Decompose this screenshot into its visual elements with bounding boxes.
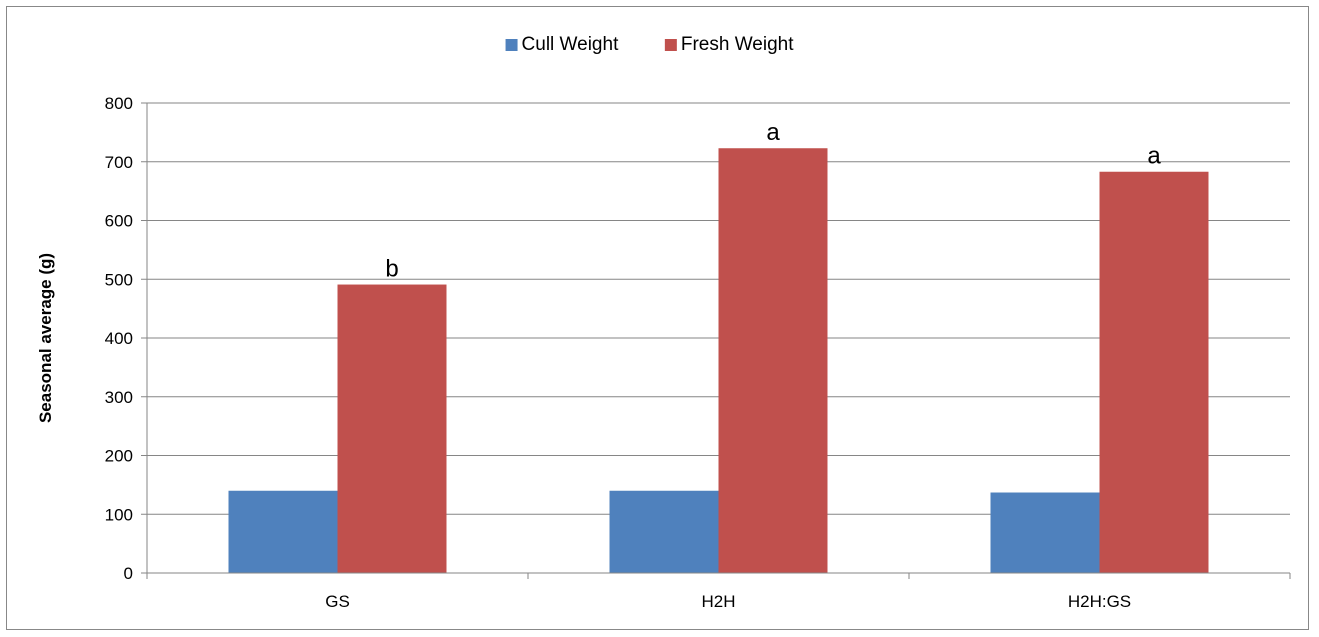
y-tick-label: 200 xyxy=(105,447,133,466)
bar-cull-weight xyxy=(228,490,338,573)
bar-fresh-weight xyxy=(1099,171,1209,574)
bar-fresh-weight xyxy=(718,148,828,574)
legend-label: Fresh Weight xyxy=(681,34,794,55)
y-tick-label: 100 xyxy=(105,505,133,524)
significance-label: a xyxy=(1147,143,1161,170)
data-labels: b a a xyxy=(385,119,1161,282)
significance-label: b xyxy=(385,256,398,283)
bars xyxy=(228,148,1209,574)
axes: 0 100 200 300 400 500 600 700 800 GS H2H H2H:GS xyxy=(105,94,1291,611)
x-tick-label: GS xyxy=(325,592,350,611)
legend-label: Cull Weight xyxy=(522,34,620,55)
bar-cull-weight xyxy=(609,490,719,573)
y-tick-label: 700 xyxy=(105,153,133,172)
legend: Cull Weight Fresh Weight xyxy=(505,34,794,55)
bar-fresh-weight xyxy=(337,284,447,573)
x-tick-label: H2H:GS xyxy=(1068,592,1131,611)
y-tick-label: 800 xyxy=(105,94,133,113)
y-tick-label: 0 xyxy=(124,564,133,583)
y-axis-title: Seasonal average (g) xyxy=(36,253,55,423)
y-tick-label: 300 xyxy=(105,388,133,407)
bar-cull-weight xyxy=(990,492,1100,573)
legend-swatch xyxy=(505,39,518,51)
x-tick-label: H2H xyxy=(701,592,735,611)
significance-label: a xyxy=(766,119,780,146)
legend-swatch xyxy=(664,39,677,51)
y-tick-label: 400 xyxy=(105,329,133,348)
y-tick-label: 600 xyxy=(105,212,133,231)
y-tick-label: 500 xyxy=(105,270,133,289)
